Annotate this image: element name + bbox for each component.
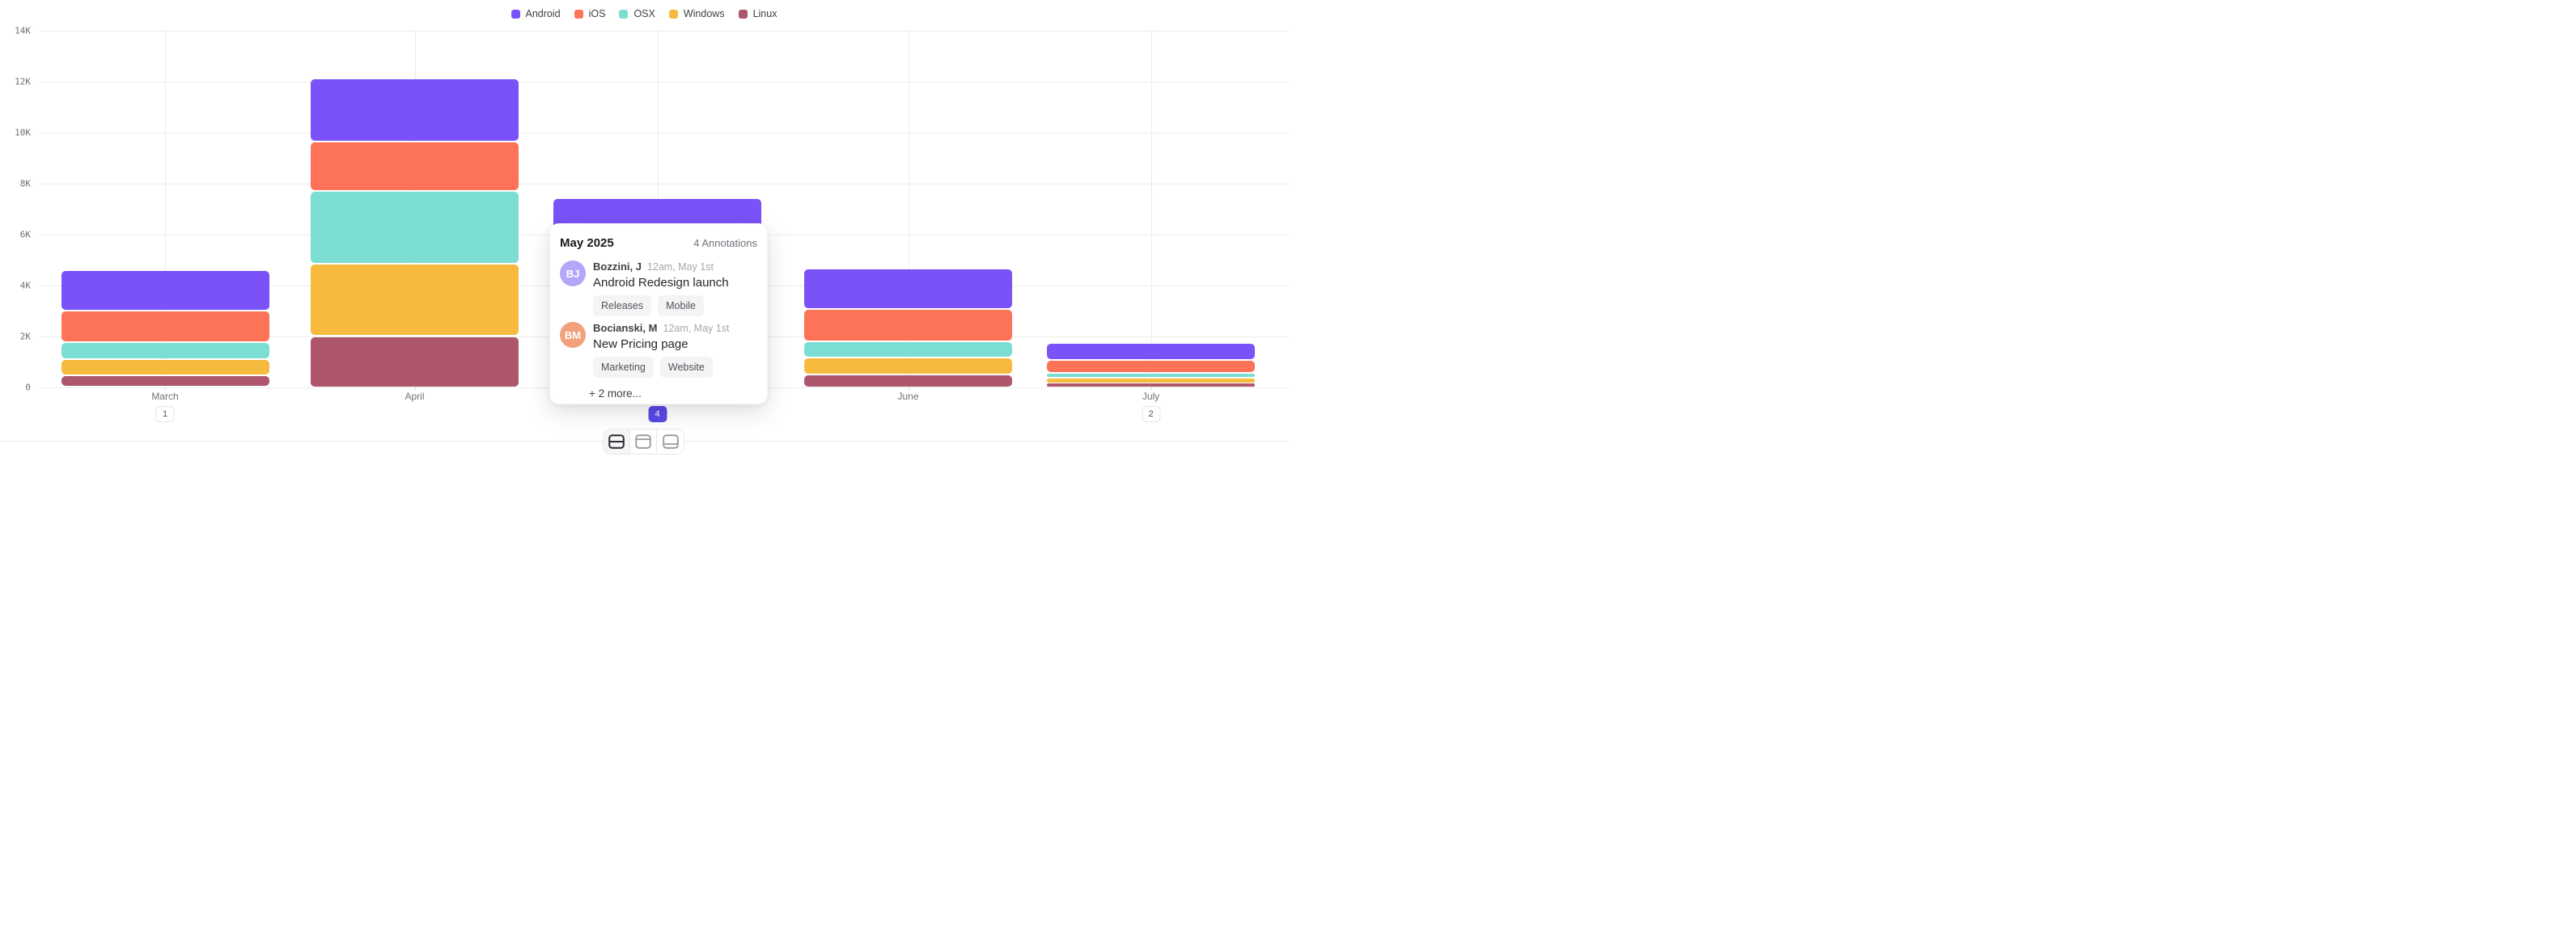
view-toggle-footer-row-button[interactable] (657, 430, 684, 454)
bar-segment-android-march[interactable] (61, 270, 269, 310)
legend-swatch-icon (511, 9, 520, 19)
bar-segment-android-april[interactable] (311, 79, 519, 141)
bar-segment-linux-april[interactable] (311, 336, 519, 387)
x-axis-tick (414, 387, 416, 391)
legend-swatch-icon (619, 9, 629, 19)
tooltip-annotation-count: 4 Annotations (693, 237, 757, 249)
y-axis-tick-label: 8K (19, 178, 31, 188)
annotation-badge-july[interactable]: 2 (1142, 406, 1160, 422)
annotation-entry-meta: Bozzini, J 12am, May 1st (593, 260, 757, 273)
tooltip-title: May 2025 (560, 236, 614, 250)
tooltip-header: May 2025 4 Annotations (560, 236, 757, 250)
annotation-entry[interactable]: BM Bocianski, M 12am, May 1st New Pricing p… (560, 322, 757, 378)
bar-segment-windows-march[interactable] (61, 359, 269, 375)
y-axis-tick-label: 2K (19, 331, 31, 341)
annotations-chart: Android iOS OSX Windows Linux 0 2K 4K 6K 8K 10K 12… (0, 0, 1288, 474)
annotation-tag: Mobile (658, 295, 704, 316)
gridline-vertical (165, 30, 166, 387)
split-rows-icon (608, 434, 625, 449)
bar-segment-ios-june[interactable] (804, 310, 1012, 341)
legend-label: OSX (633, 8, 655, 19)
annotation-tag: Website (659, 357, 713, 378)
annotation-tags: Marketing Website (593, 357, 757, 378)
bar-segment-android-july[interactable] (1047, 344, 1255, 359)
x-axis-label-april: April (405, 391, 425, 402)
chart-legend: Android iOS OSX Windows Linux (0, 8, 1288, 19)
legend-swatch-icon (574, 9, 583, 19)
x-axis-label-july: July (1142, 391, 1160, 402)
y-axis-tick-label: 4K (19, 280, 31, 290)
bar-segment-osx-july[interactable] (1047, 373, 1255, 377)
bar-segment-osx-april[interactable] (311, 191, 519, 263)
bar-segment-linux-july[interactable] (1047, 383, 1255, 387)
annotation-entry[interactable]: BJ Bozzini, J 12am, May 1st Android Redesig… (560, 260, 757, 316)
legend-item-ios[interactable]: iOS (574, 8, 606, 19)
view-toggle-group (603, 429, 684, 455)
annotation-entries: BJ Bozzini, J 12am, May 1st Android Redesig… (560, 260, 757, 378)
bar-segment-ios-april[interactable] (311, 142, 519, 190)
annotation-title: Android Redesign launch (593, 276, 729, 290)
bar-segment-windows-july[interactable] (1047, 378, 1255, 383)
gridline-horizontal (39, 81, 1288, 83)
legend-item-osx[interactable]: OSX (619, 8, 655, 19)
x-axis-tick (165, 387, 166, 391)
bar-segment-osx-june[interactable] (804, 341, 1012, 358)
legend-item-linux[interactable]: Linux (738, 8, 777, 19)
bar-segment-ios-march[interactable] (61, 311, 269, 342)
view-toggle-header-row-button[interactable] (630, 430, 657, 454)
bar-segment-ios-july[interactable] (1047, 360, 1255, 372)
footer-row-icon (662, 434, 679, 449)
y-axis-tick-label: 10K (15, 127, 31, 138)
bar-segment-osx-march[interactable] (61, 343, 269, 358)
x-axis-tick (1150, 387, 1152, 391)
bar-segment-windows-april[interactable] (311, 264, 519, 336)
legend-item-android[interactable]: Android (511, 8, 561, 19)
legend-item-windows[interactable]: Windows (668, 8, 725, 19)
annotation-timestamp: 12am, May 1st (663, 323, 730, 334)
bar-segment-linux-june[interactable] (804, 375, 1012, 387)
annotation-entry-body: Bozzini, J 12am, May 1st Android Redesign … (593, 260, 757, 316)
legend-swatch-icon (668, 9, 678, 19)
bar-segment-android-june[interactable] (804, 269, 1012, 309)
annotation-timestamp: 12am, May 1st (646, 261, 714, 273)
annotation-badge-march[interactable]: 1 (155, 406, 175, 422)
legend-label: Windows (683, 8, 725, 19)
annotation-tag: Releases (593, 295, 652, 316)
x-axis-label-march: March (151, 391, 179, 402)
gridline-vertical (1150, 30, 1152, 387)
annotation-author: Bozzini, J (593, 260, 642, 273)
annotation-author: Bocianski, M (593, 322, 658, 334)
annotation-entry-body: Bocianski, M 12am, May 1st New Pricing pag… (593, 322, 757, 378)
x-axis-label-june: June (897, 391, 919, 402)
bar-segment-windows-june[interactable] (804, 358, 1012, 374)
legend-label: Linux (752, 8, 777, 19)
annotation-tooltip: May 2025 4 Annotations BJ Bozzini, J 12am,… (549, 223, 768, 404)
y-axis-tick-label: 12K (15, 76, 31, 87)
legend-label: Android (525, 8, 561, 19)
annotation-tags: Releases Mobile (593, 295, 757, 316)
y-axis-tick-label: 6K (19, 229, 31, 239)
y-axis-tick-label: 14K (15, 25, 31, 36)
annotation-entry-meta: Bocianski, M 12am, May 1st (593, 322, 757, 335)
avatar: BJ (560, 260, 586, 286)
annotation-tag: Marketing (593, 357, 654, 378)
avatar: BM (560, 322, 586, 348)
annotation-badge-may[interactable]: 4 (648, 406, 667, 422)
header-row-icon (635, 434, 651, 449)
show-more-link[interactable]: + 2 more... (589, 387, 642, 400)
bar-segment-linux-march[interactable] (61, 376, 269, 387)
gridline-horizontal (39, 30, 1288, 32)
view-toggle-split-rows-button[interactable] (604, 430, 630, 454)
legend-swatch-icon (738, 9, 748, 19)
y-axis-tick-label: 0 (25, 382, 31, 392)
annotation-title: New Pricing page (593, 337, 688, 351)
legend-label: iOS (588, 8, 606, 19)
